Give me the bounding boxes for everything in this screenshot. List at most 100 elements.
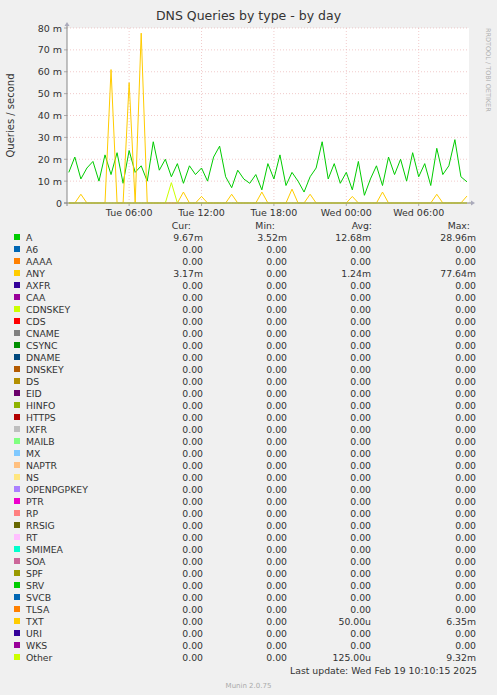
- legend-swatch: [14, 438, 20, 444]
- legend-label: RP: [26, 508, 38, 519]
- grid-line: [67, 49, 469, 50]
- legend-stat: 0.00: [455, 568, 476, 579]
- x-axis-arrow: [471, 201, 475, 206]
- series-line: [69, 189, 467, 203]
- legend-stat: 0.00: [182, 520, 203, 531]
- legend-label: CAA: [26, 292, 46, 303]
- legend-stat: 0.00: [266, 532, 287, 543]
- legend-stat: 0.00: [455, 484, 476, 495]
- legend-label: NAPTR: [26, 460, 58, 471]
- legend-stat: 0.00: [266, 292, 287, 303]
- tick-label: Wed 06:00: [393, 207, 444, 218]
- legend-stat: 0.00: [350, 484, 371, 495]
- legend-label: CSYNC: [26, 340, 58, 351]
- legend-stat: 0.00: [350, 568, 371, 579]
- legend-stat: 0.00: [350, 256, 371, 267]
- legend-stat: 28.96m: [440, 232, 476, 243]
- legend-label: RT: [26, 532, 38, 543]
- legend-stat: 0.00: [266, 496, 287, 507]
- legend-swatch: [14, 378, 20, 384]
- grid-line: [129, 28, 130, 203]
- legend-stat: 0.00: [350, 592, 371, 603]
- legend-stat: 0.00: [455, 388, 476, 399]
- legend-stat: 0.00: [350, 388, 371, 399]
- grid-line: [67, 28, 469, 29]
- legend-swatch: [14, 330, 20, 336]
- legend-stat: 0.00: [266, 508, 287, 519]
- legend-label: CDNSKEY: [26, 304, 70, 315]
- legend-stat: 0.00: [266, 340, 287, 351]
- legend-swatch: [14, 474, 20, 480]
- y-axis: [67, 25, 68, 206]
- legend-label: Other: [26, 652, 53, 663]
- legend-swatch: [14, 282, 20, 288]
- legend-swatch: [14, 402, 20, 408]
- grid-line: [346, 28, 347, 203]
- legend-stat: 0.00: [455, 376, 476, 387]
- legend-swatch: [14, 546, 20, 552]
- legend-stat: 6.35m: [446, 616, 476, 627]
- legend-stat: 0.00: [455, 520, 476, 531]
- legend-stat: 0.00: [455, 304, 476, 315]
- legend-stat: 12.68m: [335, 232, 371, 243]
- legend-stat: 0.00: [182, 532, 203, 543]
- legend-stat: 9.67m: [173, 232, 203, 243]
- legend-swatch: [14, 498, 20, 504]
- legend-label: MAILB: [26, 436, 55, 447]
- legend-label: A6: [26, 244, 38, 255]
- legend-swatch: [14, 630, 20, 636]
- legend-swatch: [14, 618, 20, 624]
- legend-stat: 0.00: [455, 628, 476, 639]
- legend-stat: 0.00: [182, 496, 203, 507]
- legend-stat: 0.00: [455, 448, 476, 459]
- grid-line: [67, 137, 469, 138]
- legend-stat: 3.52m: [257, 232, 287, 243]
- legend-stat: 0.00: [455, 364, 476, 375]
- legend-stat: 0.00: [266, 484, 287, 495]
- legend-stat: 0.00: [350, 628, 371, 639]
- legend-stat: 0.00: [182, 568, 203, 579]
- legend-label: TXT: [25, 616, 44, 627]
- legend-stat: 0.00: [266, 424, 287, 435]
- legend-stat: 0.00: [266, 244, 287, 255]
- legend-stat: 0.00: [455, 532, 476, 543]
- tick-label: 30 m: [38, 132, 62, 143]
- legend-stat: 1.24m: [341, 268, 371, 279]
- tick-label: 20 m: [38, 154, 62, 165]
- legend-stat: 0.00: [266, 472, 287, 483]
- legend-stat: 0.00: [266, 520, 287, 531]
- legend-swatch: [14, 582, 20, 588]
- legend-swatch: [14, 654, 20, 660]
- legend-stat: 0.00: [182, 304, 203, 315]
- legend-stat: 0.00: [350, 532, 371, 543]
- legend-stat: 0.00: [350, 424, 371, 435]
- legend-stat: 0.00: [350, 472, 371, 483]
- grid-line: [67, 71, 469, 72]
- legend-stat: 0.00: [350, 292, 371, 303]
- legend-stat: 0.00: [266, 280, 287, 291]
- legend-label: CDS: [26, 316, 46, 327]
- y-label: Queries / second: [5, 73, 16, 157]
- legend-stat: 0.00: [455, 292, 476, 303]
- legend-stat: 0.00: [266, 628, 287, 639]
- legend-stat: 0.00: [182, 424, 203, 435]
- legend-stat: 0.00: [266, 352, 287, 363]
- legend-stat: 0.00: [266, 400, 287, 411]
- grid-line: [67, 181, 469, 182]
- legend-stat: 0.00: [182, 604, 203, 615]
- legend-stat: 0.00: [350, 316, 371, 327]
- legend-stat: 0.00: [350, 448, 371, 459]
- legend-stat: 0.00: [455, 340, 476, 351]
- legend-stat: 0.00: [182, 616, 203, 627]
- legend-stat: 0.00: [182, 544, 203, 555]
- legend-swatch: [14, 642, 20, 648]
- legend-label: NS: [26, 472, 39, 483]
- legend-swatch: [14, 354, 20, 360]
- legend-swatch: [14, 342, 20, 348]
- legend-stat: 0.00: [266, 388, 287, 399]
- tick-label: 60 m: [38, 66, 62, 77]
- tick-label: Tue 18:00: [250, 207, 298, 218]
- tick-label: 70 m: [38, 44, 62, 55]
- legend-swatch: [14, 318, 20, 324]
- legend-stat: 0.00: [350, 580, 371, 591]
